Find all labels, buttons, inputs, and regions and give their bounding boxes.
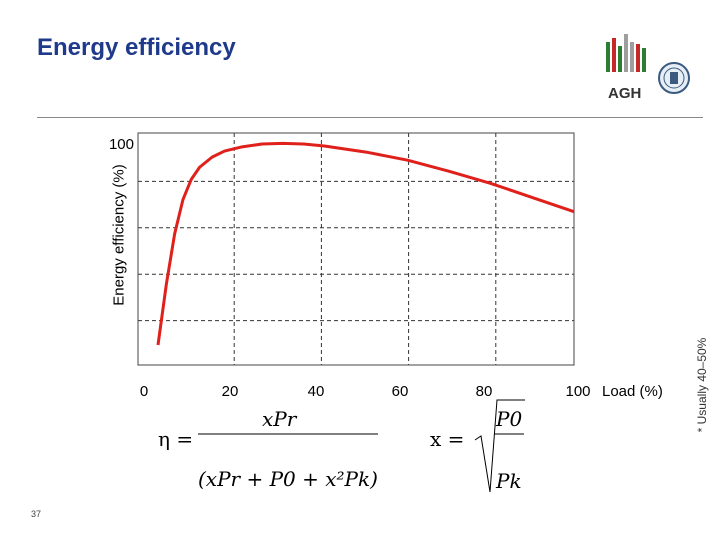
y-axis-label: Energy efficiency (%)	[110, 164, 128, 306]
page-number: 37	[31, 509, 42, 519]
x-tick-label: 80	[476, 383, 493, 400]
x-tick-label: 60	[392, 383, 409, 400]
chart-ticks: 0 20 40 60 80 100 Load (%) 100	[109, 136, 663, 400]
y-tick-label: 100	[109, 136, 134, 153]
formula-eta-denominator: (xPr + P0 + x²Pk)	[198, 467, 378, 491]
slide-title: Energy efficiency	[37, 34, 236, 61]
chart-marks	[156, 141, 575, 346]
formula-eta: η = xPr (xPr + P0 + x²Pk)	[158, 407, 378, 491]
title-divider	[37, 117, 703, 118]
x-axis-label: Load (%)	[602, 383, 663, 400]
seal-icon	[658, 62, 690, 94]
formula-x-lhs: x =	[430, 427, 464, 451]
agh-logo: AGH	[606, 34, 690, 102]
x-tick-label: 0	[140, 383, 148, 400]
efficiency-curve	[156, 141, 575, 346]
formula-eta-numerator: xPr	[262, 407, 298, 431]
x-tick-label: 20	[222, 383, 239, 400]
logo-text: AGH	[608, 85, 641, 102]
side-note: * Usually 40–50%	[695, 337, 709, 433]
formula-x-denominator: Pk	[495, 469, 522, 493]
formula-x-numerator: P0	[495, 407, 522, 431]
formula-x: x = P0 Pk	[430, 399, 525, 493]
formula-x-sqrt	[474, 399, 525, 493]
logo-stripes	[606, 34, 646, 72]
formula-eta-lhs: η =	[158, 427, 193, 451]
plot-frame	[137, 132, 575, 366]
x-tick-label: 40	[308, 383, 325, 400]
chart-grid	[138, 133, 574, 365]
x-tick-label: 100	[565, 383, 590, 400]
